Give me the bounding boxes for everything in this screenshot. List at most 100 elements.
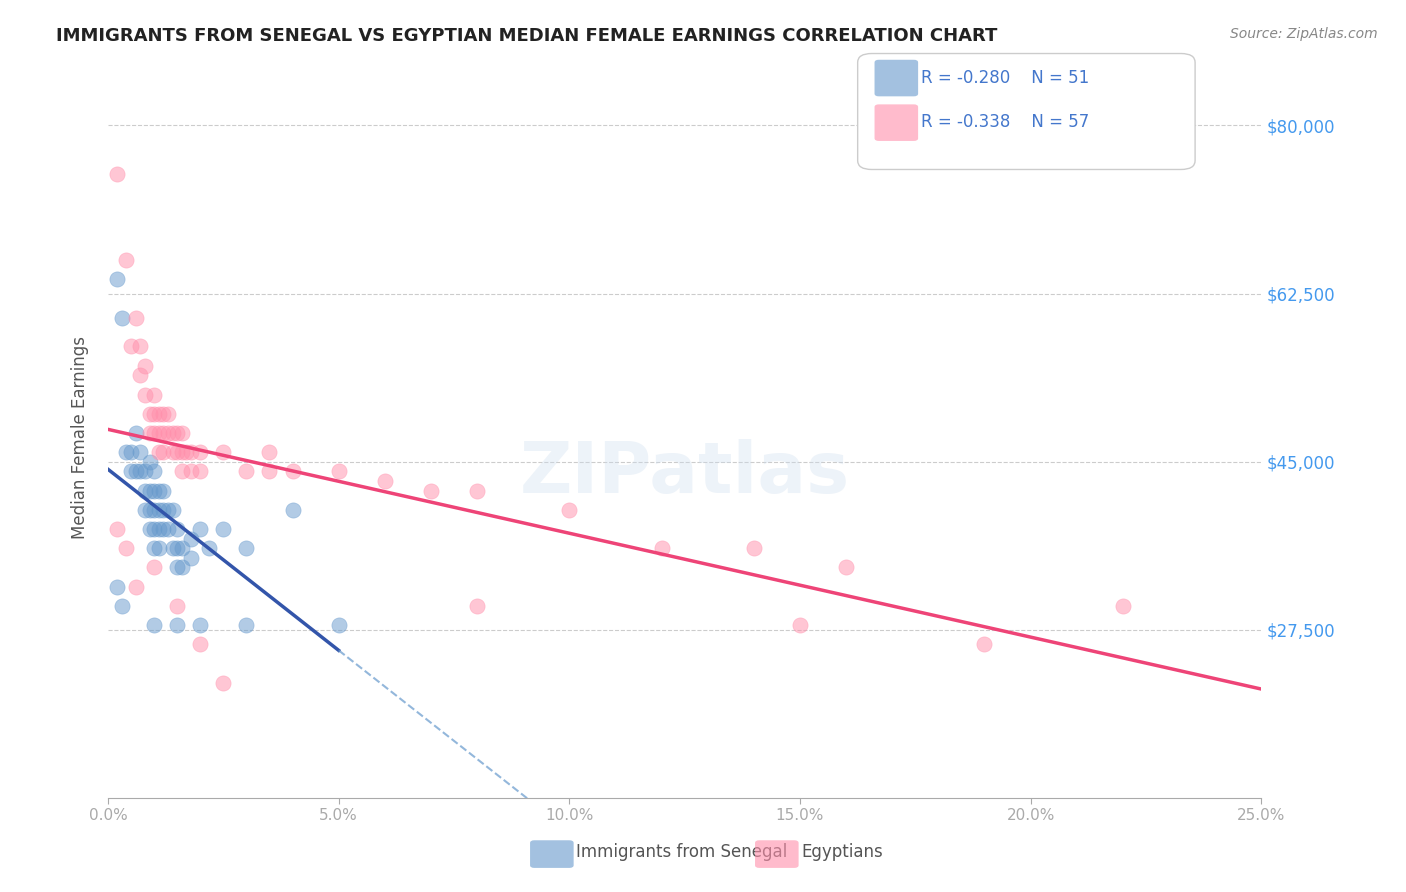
Point: [120, 445, 142, 459]
Point: [143, 560, 166, 574]
Point: [180, 532, 202, 546]
Point: [166, 445, 188, 459]
Point: [111, 599, 134, 613]
Point: [259, 445, 281, 459]
Point: [120, 464, 142, 478]
Point: [212, 445, 235, 459]
Point: [170, 541, 193, 556]
Point: [134, 387, 156, 401]
Point: [166, 425, 188, 440]
Point: [138, 503, 160, 517]
Point: [328, 464, 350, 478]
Point: [115, 252, 138, 267]
Text: R = -0.280    N = 51: R = -0.280 N = 51: [921, 69, 1090, 87]
Point: [162, 541, 184, 556]
Point: [124, 580, 146, 594]
Point: [115, 541, 138, 556]
Point: [180, 445, 202, 459]
Point: [235, 541, 257, 556]
Text: Source: ZipAtlas.com: Source: ZipAtlas.com: [1230, 27, 1378, 41]
Point: [973, 637, 995, 651]
Point: [170, 464, 193, 478]
Point: [129, 368, 152, 383]
Text: ZIPatlas: ZIPatlas: [520, 439, 849, 508]
Point: [148, 445, 170, 459]
Point: [129, 464, 152, 478]
Point: [235, 464, 257, 478]
Point: [180, 550, 202, 565]
Point: [166, 560, 188, 574]
Point: [651, 541, 673, 556]
Point: [148, 407, 170, 421]
Point: [129, 339, 152, 353]
Point: [188, 445, 211, 459]
Point: [281, 464, 304, 478]
Point: [143, 618, 166, 632]
Point: [129, 445, 152, 459]
Point: [180, 464, 202, 478]
Point: [105, 167, 128, 181]
Point: [152, 522, 174, 536]
Point: [148, 522, 170, 536]
Point: [105, 272, 128, 286]
Point: [188, 464, 211, 478]
Point: [138, 522, 160, 536]
Point: [558, 503, 581, 517]
Point: [166, 618, 188, 632]
Point: [166, 599, 188, 613]
Point: [105, 522, 128, 536]
Point: [162, 425, 184, 440]
Point: [148, 541, 170, 556]
Point: [152, 425, 174, 440]
Text: Egyptians: Egyptians: [801, 843, 883, 861]
Point: [148, 503, 170, 517]
Point: [143, 541, 166, 556]
Point: [152, 503, 174, 517]
Point: [143, 387, 166, 401]
Point: [212, 522, 235, 536]
Point: [134, 503, 156, 517]
Point: [124, 310, 146, 325]
Point: [143, 522, 166, 536]
Point: [212, 675, 235, 690]
Point: [105, 580, 128, 594]
Point: [120, 339, 142, 353]
Point: [115, 445, 138, 459]
Point: [374, 474, 396, 488]
Point: [188, 522, 211, 536]
Point: [143, 407, 166, 421]
Point: [143, 483, 166, 498]
Point: [465, 483, 488, 498]
Point: [166, 541, 188, 556]
Text: IMMIGRANTS FROM SENEGAL VS EGYPTIAN MEDIAN FEMALE EARNINGS CORRELATION CHART: IMMIGRANTS FROM SENEGAL VS EGYPTIAN MEDI…: [56, 27, 998, 45]
Point: [134, 483, 156, 498]
Point: [281, 503, 304, 517]
Point: [138, 455, 160, 469]
Point: [134, 359, 156, 373]
Point: [235, 618, 257, 632]
Point: [156, 425, 179, 440]
Point: [198, 541, 221, 556]
Point: [419, 483, 441, 498]
Point: [152, 445, 174, 459]
Point: [148, 483, 170, 498]
Point: [138, 483, 160, 498]
Point: [124, 464, 146, 478]
Point: [156, 522, 179, 536]
Point: [162, 503, 184, 517]
Point: [134, 464, 156, 478]
Point: [143, 425, 166, 440]
Point: [152, 483, 174, 498]
Point: [259, 464, 281, 478]
Text: R = -0.338    N = 57: R = -0.338 N = 57: [921, 113, 1090, 131]
Point: [188, 618, 211, 632]
Point: [835, 560, 858, 574]
Y-axis label: Median Female Earnings: Median Female Earnings: [72, 336, 89, 540]
Point: [166, 522, 188, 536]
Point: [162, 445, 184, 459]
Point: [328, 618, 350, 632]
Point: [143, 464, 166, 478]
Point: [176, 445, 198, 459]
Point: [124, 425, 146, 440]
Point: [156, 407, 179, 421]
